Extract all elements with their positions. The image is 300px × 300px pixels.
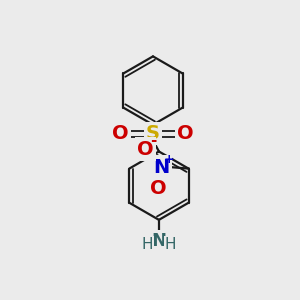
Text: S: S [146, 124, 160, 143]
Text: O: O [112, 124, 129, 143]
Text: O: O [177, 124, 194, 143]
Text: O: O [151, 179, 167, 198]
Text: +: + [164, 153, 175, 166]
Text: -: - [150, 134, 156, 148]
Text: O: O [137, 140, 154, 159]
Text: H: H [164, 237, 176, 252]
Text: N: N [154, 158, 170, 177]
Text: N: N [152, 232, 166, 250]
Text: H: H [142, 237, 153, 252]
